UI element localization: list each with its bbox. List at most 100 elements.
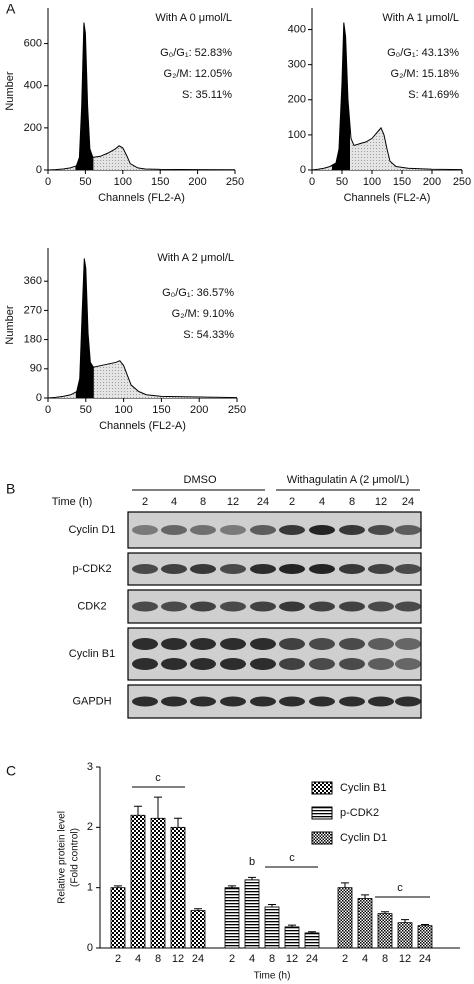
x-tick-label: 4 (249, 953, 255, 965)
legend-label: Cyclin B1 (340, 782, 386, 794)
x-tick-label: 200 (190, 404, 208, 416)
panel-label: A (6, 1, 16, 17)
band (190, 658, 216, 670)
y-tick-label: 200 (288, 94, 306, 106)
error-bar (288, 924, 296, 927)
band (368, 525, 394, 535)
x-axis-label: Channels (FL2-A) (98, 192, 185, 204)
histogram-line (47, 22, 236, 171)
band (220, 638, 246, 650)
error-bar (248, 876, 256, 880)
y-axis-label: (Fold control) (70, 828, 81, 887)
error-bar (381, 911, 389, 914)
annotation: G₂/M: 9.10% (172, 308, 235, 320)
band (395, 564, 421, 574)
error-bar (361, 894, 369, 899)
band (339, 601, 365, 612)
y-tick-label: 0 (36, 164, 42, 176)
row-label: CDK2 (77, 600, 106, 612)
band (395, 658, 421, 670)
band (395, 696, 421, 707)
y-tick-label: 400 (288, 23, 306, 35)
band (132, 638, 158, 650)
y-axis-label: Number (4, 71, 16, 110)
y-tick-label: 1 (87, 882, 93, 894)
band (190, 696, 216, 707)
group-label: Withagulatin A (2 μmol/L) (287, 474, 410, 486)
band (309, 564, 335, 574)
band (190, 638, 216, 650)
bar (284, 926, 300, 949)
y-tick-label: 0 (36, 392, 42, 404)
x-axis-label: Channels (FL2-A) (344, 192, 431, 204)
annotation: With A 1 μmol/L (382, 12, 459, 24)
lane-label: 8 (200, 496, 206, 508)
x-tick-label: 0 (309, 176, 315, 188)
x-tick-label: 150 (151, 176, 169, 188)
time-label: Time (h) (52, 496, 93, 508)
x-tick-label: 24 (192, 953, 204, 965)
x-tick-label: 0 (45, 176, 51, 188)
lane-label: 2 (289, 496, 295, 508)
lane-label: 8 (349, 496, 355, 508)
annotation: With A 0 μmol/L (155, 12, 232, 24)
band (250, 696, 276, 707)
error-bar (194, 908, 202, 911)
x-tick-label: 8 (269, 953, 275, 965)
x-tick-label: 8 (382, 953, 388, 965)
g1-peak (75, 258, 94, 398)
x-tick-label: 50 (336, 176, 348, 188)
band (132, 525, 158, 535)
band (309, 525, 335, 535)
x-tick-label: 150 (152, 404, 170, 416)
band (309, 696, 335, 707)
band (132, 564, 158, 574)
y-tick-label: 300 (288, 59, 306, 71)
y-tick-label: 0 (87, 942, 93, 954)
band (250, 564, 276, 574)
band (250, 525, 276, 535)
lane-label: 24 (402, 496, 414, 508)
annotation: c (397, 882, 403, 894)
bar (304, 932, 320, 949)
blot-strip (127, 627, 422, 681)
annotation: With A 2 μmol/L (157, 252, 234, 264)
x-tick-label: 4 (135, 953, 141, 965)
band (220, 696, 246, 707)
band (309, 601, 335, 612)
band (339, 696, 365, 707)
error-bar (401, 919, 409, 923)
legend-swatch (311, 806, 333, 820)
band (220, 601, 246, 612)
annotation: G₂/M: 15.18% (391, 68, 460, 80)
legend-label: Cyclin D1 (340, 832, 387, 844)
bar (150, 817, 166, 949)
band (220, 564, 246, 574)
band (220, 658, 246, 670)
band (220, 525, 246, 535)
y-tick-label: 90 (30, 363, 42, 375)
error-bar (174, 817, 182, 828)
band (161, 638, 187, 650)
lane-label: 4 (319, 496, 325, 508)
band (190, 601, 216, 612)
band (279, 601, 305, 612)
band (161, 601, 187, 612)
lane-label: 12 (375, 496, 387, 508)
annotation: G₀/G₁: 43.13% (387, 47, 459, 59)
annotation: S: 54.33% (183, 329, 234, 341)
y-tick-label: 200 (24, 122, 42, 134)
panel-label: B (6, 481, 15, 497)
lane-label: 2 (142, 496, 148, 508)
panel-label: C (6, 763, 16, 779)
bar (357, 898, 373, 949)
x-tick-label: 2 (342, 953, 348, 965)
band (279, 638, 305, 650)
band (250, 658, 276, 670)
band (190, 525, 216, 535)
row-label: Cyclin D1 (68, 524, 115, 536)
band (339, 564, 365, 574)
bar (397, 922, 413, 949)
band (339, 638, 365, 650)
band (190, 564, 216, 574)
